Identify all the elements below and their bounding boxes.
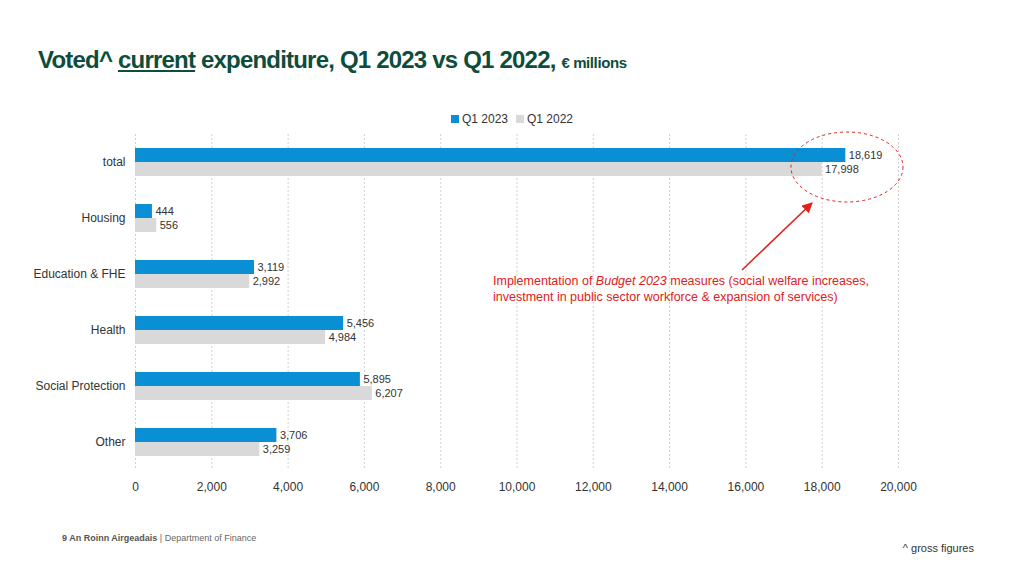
html-text:9 An Roinn Airgeadais | Depart: 9 An Roinn Airgeadais | Department of Fi… bbox=[62, 533, 257, 543]
svg-text:Other: Other bbox=[95, 435, 125, 449]
svg-text:20,000: 20,000 bbox=[880, 480, 917, 494]
svg-text:5,456: 5,456 bbox=[347, 317, 375, 329]
svg-text:6,000: 6,000 bbox=[349, 480, 379, 494]
svg-text:6,207: 6,207 bbox=[375, 387, 403, 399]
html-text:Voted^ current expenditure, Q1: Voted^ current expenditure, Q1 2023 vs Q… bbox=[38, 46, 627, 73]
svg-text:17,998: 17,998 bbox=[825, 163, 859, 175]
svg-text:14,000: 14,000 bbox=[651, 480, 688, 494]
svg-text:444: 444 bbox=[155, 205, 173, 217]
svg-text:2,992: 2,992 bbox=[253, 275, 281, 287]
svg-text:8,000: 8,000 bbox=[426, 480, 456, 494]
svg-text:10,000: 10,000 bbox=[499, 480, 536, 494]
svg-text:556: 556 bbox=[160, 219, 178, 231]
svg-text:2,000: 2,000 bbox=[197, 480, 227, 494]
svg-text:18,000: 18,000 bbox=[804, 480, 841, 494]
svg-text:4,000: 4,000 bbox=[273, 480, 303, 494]
html-text:Q1 2023: Q1 2023 bbox=[462, 112, 508, 126]
svg-text:Health: Health bbox=[91, 323, 126, 337]
svg-text:0: 0 bbox=[132, 480, 139, 494]
svg-text:Education & FHE: Education & FHE bbox=[33, 267, 125, 281]
svg-text:Housing: Housing bbox=[81, 211, 125, 225]
html-text:^ gross figures: ^ gross figures bbox=[902, 542, 974, 554]
html-text:Q1 2022: Q1 2022 bbox=[527, 112, 573, 126]
svg-text:Social Protection: Social Protection bbox=[35, 379, 125, 393]
svg-text:3,259: 3,259 bbox=[263, 443, 291, 455]
svg-text:16,000: 16,000 bbox=[728, 480, 765, 494]
svg-text:4,984: 4,984 bbox=[329, 331, 357, 343]
html-text:Implementation of Budget 2023: Implementation of Budget 2023 measures (… bbox=[493, 274, 869, 304]
svg-text:3,706: 3,706 bbox=[280, 429, 308, 441]
svg-text:total: total bbox=[103, 155, 126, 169]
svg-text:18,619: 18,619 bbox=[849, 149, 883, 161]
svg-text:12,000: 12,000 bbox=[575, 480, 612, 494]
svg-text:3,119: 3,119 bbox=[257, 261, 284, 273]
svg-text:5,895: 5,895 bbox=[363, 373, 391, 385]
